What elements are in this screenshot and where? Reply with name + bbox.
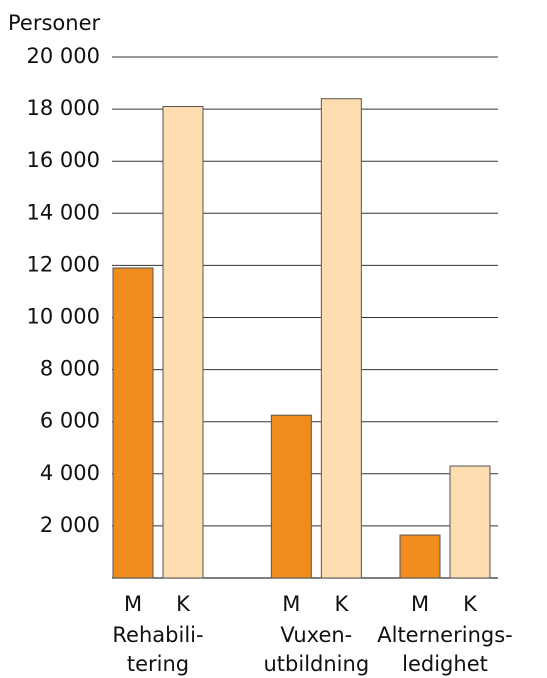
series-label: M bbox=[282, 592, 300, 616]
x-tick-label: tering bbox=[127, 652, 189, 676]
series-label: M bbox=[124, 592, 142, 616]
y-tick-label: 16 000 bbox=[27, 148, 100, 172]
y-tick-label: 12 000 bbox=[27, 252, 100, 276]
y-tick-label: 4 000 bbox=[40, 461, 100, 485]
x-tick-label: Vuxen- bbox=[280, 623, 352, 647]
y-axis-title: Personer bbox=[8, 11, 100, 35]
x-tick-label: Rehabili- bbox=[112, 623, 203, 647]
bar bbox=[270, 414, 312, 579]
y-tick-label: 14 000 bbox=[27, 200, 100, 224]
series-label: K bbox=[176, 592, 191, 616]
x-tick-label: utbildning bbox=[264, 652, 370, 676]
bar bbox=[162, 105, 204, 579]
y-tick-label: 18 000 bbox=[27, 96, 100, 120]
bar bbox=[320, 98, 362, 579]
y-tick-label: 8 000 bbox=[40, 357, 100, 381]
series-label: M bbox=[411, 592, 429, 616]
x-tick-label: ledighet bbox=[402, 652, 488, 676]
x-tick-label: Alternerings- bbox=[377, 623, 512, 647]
y-tick-label: 10 000 bbox=[27, 305, 100, 329]
bar bbox=[449, 465, 491, 579]
y-tick-label: 20 000 bbox=[27, 44, 100, 68]
y-tick-label: 6 000 bbox=[40, 409, 100, 433]
series-label: K bbox=[463, 592, 478, 616]
bar bbox=[112, 267, 154, 579]
y-tick-label: 2 000 bbox=[40, 513, 100, 537]
series-label: K bbox=[334, 592, 349, 616]
bar bbox=[399, 534, 441, 579]
